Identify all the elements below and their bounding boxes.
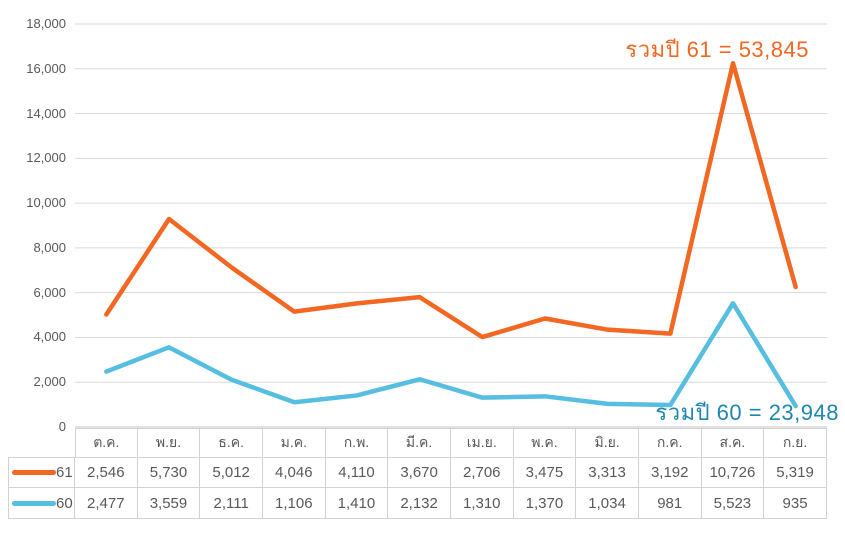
- value-cell-61: 2,546: [75, 458, 138, 488]
- value-cell-61: 5,730: [137, 458, 201, 488]
- value-cell-60: 2,477: [75, 488, 138, 519]
- y-tick-label: 8,000: [33, 239, 66, 255]
- series-line-60: [104, 301, 798, 409]
- legend-key-60: 60: [8, 488, 75, 519]
- value-cell-61: 2,706: [450, 458, 514, 488]
- month-header-cell: มี.ค.: [388, 428, 451, 458]
- legend-key-61: 61: [8, 458, 75, 488]
- value-cell-60: 1,310: [450, 488, 514, 519]
- value-cell-60: 1,106: [262, 488, 326, 519]
- y-tick-label: 10,000: [26, 195, 66, 211]
- series-line-61: [104, 60, 798, 340]
- value-cell-60: 1,034: [576, 488, 639, 519]
- month-header-cell: ก.ค.: [638, 428, 702, 458]
- month-header-cell: เม.ย.: [450, 428, 514, 458]
- y-tick-label: 4,000: [33, 329, 66, 345]
- value-cell-60: 5,523: [701, 488, 765, 519]
- value-cell-61: 10,726: [701, 458, 765, 488]
- y-tick-label: 12,000: [26, 150, 66, 166]
- annotation-total-61: รวมปี 61 = 53,845: [625, 37, 809, 62]
- month-header-cell: ก.พ.: [325, 428, 389, 458]
- table-corner-spacer: [8, 428, 75, 458]
- y-tick-label: 18,000: [26, 16, 66, 31]
- value-cell-60: 2,132: [388, 488, 451, 519]
- value-cell-61: 4,046: [262, 458, 326, 488]
- value-cell-61: 3,313: [576, 458, 639, 488]
- y-tick-label: 16,000: [26, 60, 66, 76]
- value-cell-60: 3,559: [137, 488, 201, 519]
- legend-label-61: 61: [56, 464, 73, 481]
- month-header-cell: พ.ย.: [137, 428, 201, 458]
- value-cell-61: 5,319: [764, 458, 827, 488]
- month-header-cell: ม.ค.: [262, 428, 326, 458]
- month-header-cell: ส.ค.: [701, 428, 765, 458]
- legend-line-swatch-60: [12, 500, 56, 506]
- value-cell-60: 1,410: [325, 488, 389, 519]
- month-header-cell: ธ.ค.: [200, 428, 263, 458]
- y-tick-label: 14,000: [26, 105, 66, 121]
- value-cell-61: 5,012: [200, 458, 263, 488]
- value-cell-60: 935: [764, 488, 827, 519]
- plot-svg: [75, 23, 827, 428]
- y-tick-label: 0: [58, 419, 66, 434]
- value-cell-61: 4,110: [325, 458, 389, 488]
- value-cell-61: 3,192: [638, 458, 702, 488]
- series-lines-group: [104, 60, 798, 409]
- y-tick-label: 6,000: [33, 284, 66, 300]
- value-cell-60: 1,370: [513, 488, 577, 519]
- data-table: ต.ค. พ.ย. ธ.ค. ม.ค. ก.พ. มี.ค. เม.ย. พ.ค. มิ.ย. ก…: [8, 428, 827, 519]
- y-tick-label: 2,000: [33, 374, 66, 390]
- legend-line-swatch-61: [12, 470, 56, 475]
- month-header-cell: ต.ค.: [75, 428, 138, 458]
- value-cell-60: 981: [638, 488, 702, 519]
- legend-label-60: 60: [56, 494, 73, 512]
- value-cell-60: 2,111: [200, 488, 263, 519]
- y-axis: 0 2,000 4,000 6,000 8,000 10,000 12,000 14,000 1…: [0, 0, 68, 434]
- month-header-cell: มิ.ย.: [576, 428, 639, 458]
- value-cell-61: 3,670: [388, 458, 451, 488]
- month-header-cell: ก.ย.: [764, 428, 827, 458]
- month-header-cell: พ.ค.: [513, 428, 577, 458]
- gridlines-group: [75, 23, 827, 428]
- annotation-total-60: รวมปี 60 = 23,948: [655, 400, 839, 425]
- value-cell-61: 3,475: [513, 458, 577, 488]
